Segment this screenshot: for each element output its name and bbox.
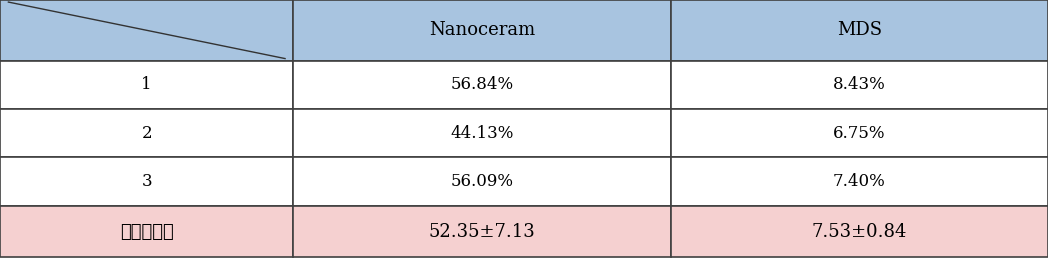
- Bar: [293, 0, 671, 61]
- Text: 6.75%: 6.75%: [833, 125, 886, 142]
- Text: 8.43%: 8.43%: [833, 76, 886, 93]
- Text: 3: 3: [141, 173, 152, 190]
- Text: 2: 2: [141, 125, 152, 142]
- Text: 44.13%: 44.13%: [451, 125, 514, 142]
- Bar: [671, 206, 1048, 257]
- Bar: [671, 61, 1048, 109]
- Text: 56.09%: 56.09%: [451, 173, 514, 190]
- Text: 평균회수율: 평균회수율: [119, 223, 174, 240]
- Bar: [293, 109, 671, 157]
- Bar: [293, 206, 671, 257]
- Bar: [0, 61, 293, 109]
- Bar: [0, 206, 293, 257]
- Text: 1: 1: [141, 76, 152, 93]
- Bar: [671, 157, 1048, 206]
- Bar: [0, 109, 293, 157]
- Text: MDS: MDS: [836, 21, 882, 39]
- Bar: [293, 61, 671, 109]
- Bar: [0, 0, 293, 61]
- Bar: [671, 109, 1048, 157]
- Text: 52.35±7.13: 52.35±7.13: [429, 223, 536, 240]
- Text: 56.84%: 56.84%: [451, 76, 514, 93]
- Bar: [293, 157, 671, 206]
- Text: 7.40%: 7.40%: [833, 173, 886, 190]
- Bar: [671, 0, 1048, 61]
- Text: 7.53±0.84: 7.53±0.84: [811, 223, 908, 240]
- Bar: [0, 157, 293, 206]
- Text: Nanoceram: Nanoceram: [429, 21, 536, 39]
